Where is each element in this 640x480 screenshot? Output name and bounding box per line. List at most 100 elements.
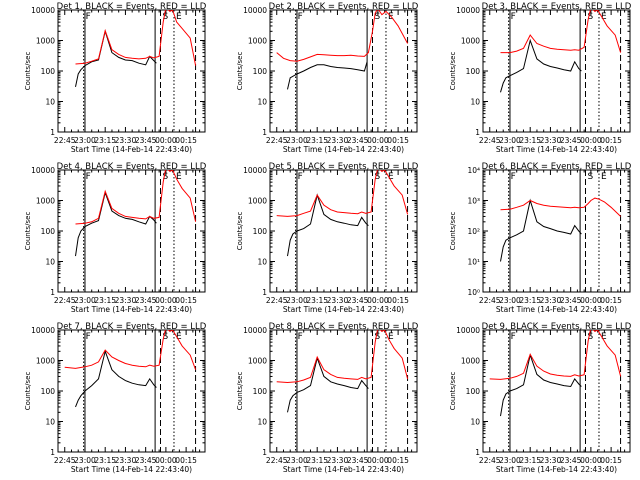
x-tick-label: 23:30 <box>115 456 137 465</box>
panel: 10⁰ 10¹ 10² 10³ 10⁴ 22:4523:0023:1523:3023:45… <box>449 162 632 314</box>
panel: 1 10 100 1000 10000 22:4523:0023:1523:3023:45… <box>24 322 207 474</box>
y-tick-label: 10000 <box>243 166 267 175</box>
x-tick-label: 22:45 <box>54 456 76 465</box>
event-marker-label: S <box>587 12 593 22</box>
x-tick-label: 23:00 <box>499 296 521 305</box>
x-tick-label: 00:00 <box>155 296 177 305</box>
y-axis-label: Counts/sec <box>24 52 32 91</box>
y-tick-label: 1000 <box>248 197 267 206</box>
x-tick-label: 22:45 <box>266 136 288 145</box>
panel: 1 10 100 1000 10000 22:4523:0023:1523:3023:45… <box>236 2 419 154</box>
y-tick-label: 1 <box>475 448 480 457</box>
event-marker-label: F <box>298 12 303 22</box>
lld-series-line <box>500 197 621 217</box>
series-group <box>75 10 197 88</box>
series-group <box>500 10 622 93</box>
x-tick-label: 23:00 <box>499 456 521 465</box>
y-tick-label: 10⁰ <box>467 288 480 297</box>
y-tick-label: 10 <box>257 258 267 267</box>
event-marker-label: S <box>162 172 168 182</box>
x-tick-label: 23:15 <box>519 456 541 465</box>
event-marker-label: S <box>162 332 168 342</box>
lld-series-line <box>276 330 409 384</box>
y-tick-label: 100 <box>466 67 481 76</box>
panel-title: Det 4, BLACK = Events, RED = LLD <box>57 162 207 172</box>
x-tick-label: 00:00 <box>367 456 389 465</box>
y-tick-label: 1 <box>50 128 55 137</box>
x-tick-label: 23:15 <box>306 456 328 465</box>
x-tick-label: 00:15 <box>600 136 622 145</box>
x-tick-label: 23:45 <box>135 136 157 145</box>
y-tick-label: 1000 <box>248 357 267 366</box>
y-tick-label: 1 <box>50 448 55 457</box>
y-tick-label: 10⁴ <box>467 166 480 175</box>
lld-series-line <box>500 10 622 54</box>
event-marker-label: E <box>601 332 607 342</box>
x-axis-label: Start Time (14-Feb-14 22:43:40) <box>283 465 404 474</box>
event-marker-label: S <box>587 332 593 342</box>
y-tick-label: 10 <box>257 418 267 427</box>
x-tick-label: 23:30 <box>540 296 562 305</box>
events-series-line <box>287 61 368 90</box>
x-tick-label: 23:15 <box>306 296 328 305</box>
event-marker-label: E <box>388 332 394 342</box>
y-tick-label: 1 <box>50 288 55 297</box>
lld-series-line <box>276 10 409 62</box>
x-axis-label: Start Time (14-Feb-14 22:43:40) <box>283 305 404 314</box>
y-tick-label: 10000 <box>243 6 267 15</box>
panel-title: Det 8, BLACK = Events, RED = LLD <box>269 322 419 332</box>
y-tick-label: 10000 <box>31 6 55 15</box>
x-tick-label: 00:15 <box>387 136 409 145</box>
series-group <box>64 330 197 408</box>
event-marker-label: E <box>601 12 607 22</box>
x-tick-label: 23:15 <box>519 296 541 305</box>
panel-title: Det 1, BLACK = Events, RED = LLD <box>57 2 207 12</box>
x-tick-label: 23:30 <box>115 296 137 305</box>
x-tick-label: 00:15 <box>175 456 197 465</box>
x-tick-label: 23:45 <box>560 456 582 465</box>
y-axis-label: Counts/sec <box>24 212 32 251</box>
event-marker-label: F <box>86 332 91 342</box>
panel-title: Det 7, BLACK = Events, RED = LLD <box>57 322 207 332</box>
event-marker-label: E <box>176 172 182 182</box>
x-tick-label: 23:00 <box>286 296 308 305</box>
x-tick-label: 00:00 <box>155 136 177 145</box>
x-tick-label: 00:15 <box>600 296 622 305</box>
plot-frame <box>482 329 631 453</box>
y-tick-label: 100 <box>466 387 481 396</box>
panel-title: Det 2, BLACK = Events, RED = LLD <box>269 2 419 12</box>
x-tick-label: 23:00 <box>286 136 308 145</box>
x-tick-label: 22:45 <box>54 296 76 305</box>
x-axis-label: Start Time (14-Feb-14 22:43:40) <box>283 145 404 154</box>
y-tick-label: 1000 <box>36 357 55 366</box>
y-tick-label: 10 <box>45 258 55 267</box>
y-tick-label: 1 <box>262 448 267 457</box>
panel: 1 10 100 1000 10000 22:4523:0023:1523:3023:45… <box>236 322 419 474</box>
x-tick-label: 22:45 <box>479 456 501 465</box>
x-tick-label: 23:45 <box>347 296 369 305</box>
x-axis-label: Start Time (14-Feb-14 22:43:40) <box>71 145 192 154</box>
x-tick-label: 00:15 <box>175 296 197 305</box>
plot-frame <box>482 9 631 133</box>
events-series-line <box>287 193 369 257</box>
y-tick-label: 100 <box>253 227 268 236</box>
plot-frame <box>269 329 418 453</box>
event-marker-label: F <box>511 172 516 182</box>
y-tick-label: 1000 <box>461 37 480 46</box>
panel-title: Det 3, BLACK = Events, RED = LLD <box>482 2 632 12</box>
x-tick-label: 23:45 <box>560 136 582 145</box>
x-tick-label: 22:45 <box>54 136 76 145</box>
event-marker-label: F <box>86 172 91 182</box>
y-tick-label: 1000 <box>248 37 267 46</box>
x-tick-label: 23:15 <box>94 136 116 145</box>
event-marker-label: S <box>162 12 168 22</box>
x-tick-label: 23:15 <box>94 456 116 465</box>
events-series-line <box>500 353 582 417</box>
events-series-line <box>75 29 157 88</box>
y-tick-label: 1000 <box>36 197 55 206</box>
event-marker-label: F <box>298 332 303 342</box>
panel: 1 10 100 1000 10000 22:4523:0023:1523:3023:45… <box>449 322 632 474</box>
x-tick-label: 00:15 <box>387 296 409 305</box>
x-tick-label: 00:00 <box>367 296 389 305</box>
